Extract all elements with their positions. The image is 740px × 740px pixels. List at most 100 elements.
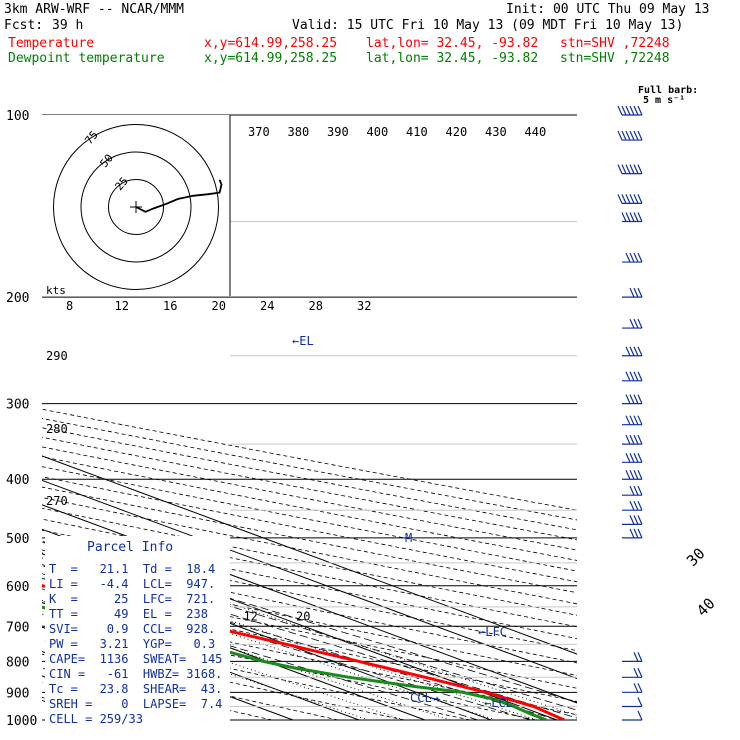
wind-barb-flag [633,252,639,263]
wind-barb-flag [629,371,635,382]
wind-barb-flag [629,130,635,141]
wind-barb-flag [629,105,635,116]
theta-left-label: 270 [46,494,68,508]
wind-barb [622,500,643,511]
theta-left-label: 290 [46,349,68,363]
wind-barb [622,346,643,357]
wind-barb-flag [637,130,643,141]
isotherm-label: 40 [693,594,719,620]
hodograph-ring [108,179,164,235]
model-title: 3km ARW-WRF -- NCAR/MMM [4,2,185,17]
wind-barb [617,130,643,141]
parcel-row: CIN = -61 HWBZ= 3168. [49,667,223,681]
wind-barb [622,371,643,382]
theta-left-label: 280 [46,422,68,436]
valid-time: Valid: 15 UTC Fri 10 May 13 (09 MDT Fri … [292,18,684,33]
temperature-scale-label: 8 [66,299,73,313]
wind-barb [622,434,643,445]
wind-barb-flag [617,194,623,204]
wind-barb-flag [637,212,643,222]
dewpoint-label: Dewpoint temperature [8,51,165,66]
hodograph-ring-label: 50 [97,152,115,171]
theta-top-label: 380 [288,125,310,139]
wind-barb-flag [637,194,643,204]
pressure-tick-label: 200 [6,291,29,306]
wind-barb-flag [617,130,623,141]
wind-barb-flag [637,710,643,721]
theta-top-label: 440 [525,125,547,139]
wind-barb-flag [629,394,635,404]
wind-barb-flag [633,683,639,693]
parcel-row: T = 21.1 Td = 18.4 [49,562,216,576]
wind-barb-flag [633,371,639,382]
wind-barb-flag [637,415,643,425]
hodograph-ring [53,124,219,290]
wind-barb [622,697,643,708]
wind-barb-flag [637,371,643,382]
isotherm-line [42,528,558,720]
wind-barb-flag [633,528,639,539]
wind-barb-flag [621,212,627,222]
wind-barb-flag [629,515,635,525]
isotherm-line [42,479,577,680]
wind-barb-flag [625,252,631,263]
parcel-row: SREH = 0 LAPSE= 7.4 [49,697,223,711]
wind-barb-flag [625,212,631,222]
wind-barb [622,515,643,525]
wind-barb-flag [637,652,643,662]
wind-barb-flag [633,470,639,480]
wind-barb [617,105,643,116]
pressure-tick-label: 900 [6,686,29,701]
wind-barb-flag [617,164,623,174]
wind-barb-flag [633,164,639,174]
wind-barb-flag [617,105,623,116]
wind-barb-flag [625,470,631,480]
wind-barb [622,683,643,693]
pressure-tick-label: 500 [6,532,29,547]
pressure-tick-label: 1000 [6,714,37,729]
parcel-row: TT = 49 EL = 238 [49,607,208,621]
pressure-tick-label: 800 [6,655,29,670]
temperature-station: stn=SHV ,72248 [560,36,670,51]
wind-barb-flag [629,415,635,425]
wind-barb-flag [633,212,639,222]
wind-barb-flag [633,652,639,662]
wind-barb-flag [637,318,643,329]
parcel-info-title: Parcel Info [87,540,174,555]
mixing-ratio-label: 20 [296,609,310,623]
theta-top-label: 420 [446,125,468,139]
wind-barb-flag [621,130,627,141]
wind-barb [621,212,643,223]
level-annotations: ←EL ←LFC CCL→ ←LCL M [292,334,513,710]
parcel-row: PW = 3.21 YGP= 0.3 [49,637,216,651]
parcel-row: K = 25 LFC= 721. [49,592,216,606]
wind-barb-flag [637,683,643,693]
wind-barb-flag [637,453,643,463]
wind-barb-flag [625,371,631,382]
theta-top-label: 410 [406,125,428,139]
wind-barb-flag [625,105,631,116]
wind-barb-flag [629,470,635,480]
wind-barb-flag [633,318,639,329]
wind-barb-flag [629,528,635,539]
temperature-line [42,584,565,720]
parcel-row: SVI= 0.9 CCL= 928. [49,622,216,636]
wind-barb-flag [637,470,643,480]
wind-barb [622,485,643,496]
temperature-scale-label: 28 [309,299,323,313]
wind-barb-flag [637,164,643,174]
wind-barb [622,668,643,678]
temperature-scale-label: 12 [115,299,129,313]
pressure-tick-label: 700 [6,620,29,635]
pressure-tick-label: 400 [6,473,29,488]
hodograph-unit-label: kts [46,284,66,297]
wind-barb [617,164,643,175]
wind-barb [622,528,643,539]
dewpoint-station: stn=SHV ,72248 [560,51,670,66]
wind-barb-flag [637,252,643,263]
wind-barb-flag [629,434,635,445]
wind-barb-flag [629,287,635,298]
wind-barb-flag [629,164,635,174]
wind-barb-flag [625,130,631,141]
pressure-tick-label: 100 [6,109,29,124]
